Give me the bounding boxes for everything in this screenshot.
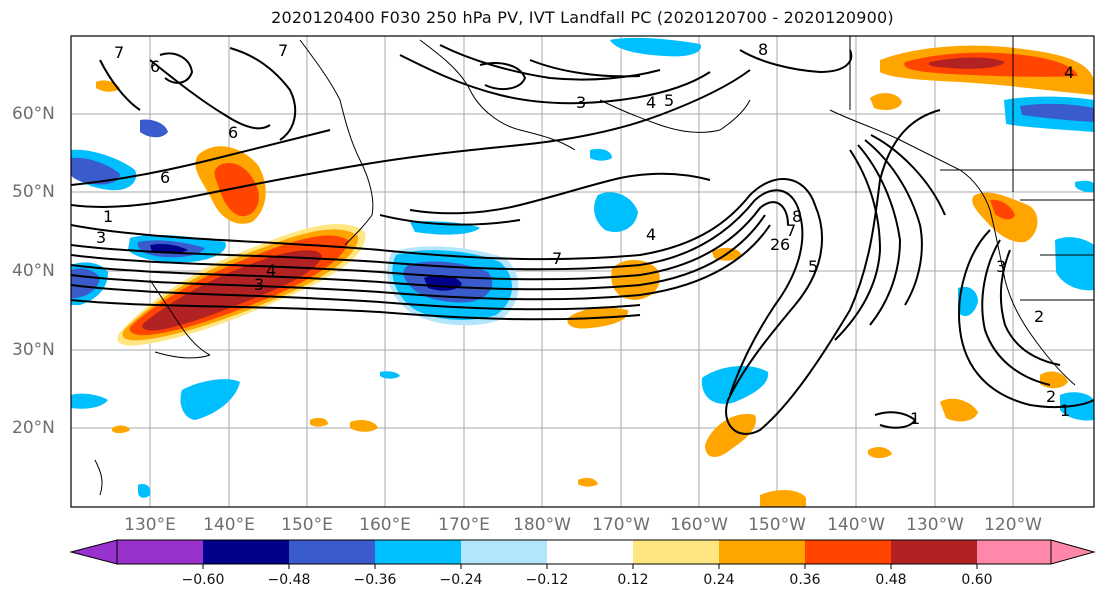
colorbar-bin xyxy=(461,540,547,564)
lat-label: 60°N xyxy=(12,104,55,124)
contour-labels: 7 6 7 8 3 4 5 6 6 1 3 7 8 7 6 5 4 3 2 1 … xyxy=(96,40,1074,428)
contour-label: 5 xyxy=(664,91,674,110)
contour-label: 2 xyxy=(1034,307,1044,326)
colorbar-tick-label: −0.12 xyxy=(525,572,569,588)
contour-label: 7 xyxy=(114,43,124,62)
lon-label: 140°E xyxy=(203,515,255,535)
colorbar-min-extension xyxy=(69,539,118,565)
contour-label: 3 xyxy=(254,275,264,294)
contour-label: 1 xyxy=(103,207,113,226)
contour-label: 3 xyxy=(576,93,586,112)
contour-label: 1 xyxy=(910,409,920,428)
lon-label: 120°W xyxy=(984,515,1042,535)
lon-label: 150°E xyxy=(281,515,333,535)
colorbar xyxy=(69,539,1096,569)
contour-label: 7 xyxy=(552,249,562,268)
colorbar-tick-label: 0.12 xyxy=(617,572,649,588)
contour-label: 8 xyxy=(792,207,802,226)
colorbar-bin xyxy=(719,540,805,564)
map-frame xyxy=(70,35,1095,508)
contour-label: 4 xyxy=(1064,63,1074,82)
contour-label: 4 xyxy=(646,93,656,112)
lat-label: 20°N xyxy=(12,418,55,438)
lon-label: 170°E xyxy=(438,515,490,535)
colorbar-tick-label: 0.24 xyxy=(703,572,735,588)
contour-label: 7 xyxy=(786,221,796,240)
contour-label: 4 xyxy=(646,225,656,244)
contour-label: 7 xyxy=(278,41,288,60)
contour-label: 3 xyxy=(996,257,1006,276)
coastlines xyxy=(94,36,1094,496)
contour-label: 6 xyxy=(228,123,238,142)
contour-label: 6 xyxy=(150,57,160,76)
lon-label: 150°W xyxy=(748,515,806,535)
colorbar-tick-label: 0.36 xyxy=(789,572,821,588)
contour-label: 3 xyxy=(96,228,106,247)
lon-label: 160°W xyxy=(670,515,728,535)
colorbar-tick-label: −0.48 xyxy=(267,572,311,588)
contour-label: 6 xyxy=(160,168,170,187)
lon-label: 170°W xyxy=(592,515,650,535)
colorbar-bin xyxy=(203,540,289,564)
colorbar-max-extension xyxy=(1050,539,1096,565)
lat-label: 40°N xyxy=(12,261,55,281)
lat-label: 50°N xyxy=(12,182,55,202)
colorbar-bin xyxy=(289,540,375,564)
colorbar-bin xyxy=(547,540,633,564)
lon-label: 130°W xyxy=(906,515,964,535)
pv-contours xyxy=(71,44,1094,435)
colorbar-tick-label: −0.24 xyxy=(439,572,483,588)
colorbar-bin xyxy=(977,540,1051,564)
contour-label: 2 xyxy=(1046,387,1056,406)
contour-label: 1 xyxy=(1060,401,1070,420)
colorbar-bin xyxy=(375,540,461,564)
colorbar-bin xyxy=(891,540,977,564)
colorbar-bin xyxy=(805,540,891,564)
lon-label: 140°W xyxy=(827,515,885,535)
colorbar-bin xyxy=(117,540,203,564)
contour-label: 2 xyxy=(770,235,780,254)
contour-label: 4 xyxy=(266,261,276,280)
colorbar-tick-label: 0.60 xyxy=(961,572,993,588)
lon-label: 130°E xyxy=(124,515,176,535)
figure-title: 2020120400 F030 250 hPa PV, IVT Landfall… xyxy=(271,8,894,27)
colorbar-bin xyxy=(633,540,719,564)
colorbar-tick-label: −0.60 xyxy=(181,572,225,588)
lat-label: 30°N xyxy=(12,340,55,360)
contour-label: 8 xyxy=(758,40,768,59)
contour-label: 5 xyxy=(808,257,818,276)
colorbar-tick-label: 0.48 xyxy=(875,572,907,588)
lon-label: 160°E xyxy=(359,515,411,535)
colorbar-tick-label: −0.36 xyxy=(353,572,397,588)
contour-label: 6 xyxy=(780,235,790,254)
lon-label: 180°W xyxy=(513,515,571,535)
